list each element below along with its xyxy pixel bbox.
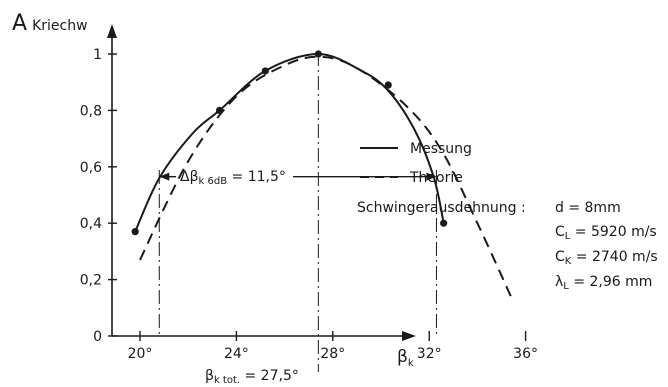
param-cl: CL = 5920 m/s bbox=[555, 224, 657, 242]
y-tick-label: 0 bbox=[93, 329, 102, 345]
x-axis-label: βk bbox=[397, 347, 414, 369]
data-point bbox=[261, 67, 269, 75]
x-tick-label: 24° bbox=[224, 346, 249, 362]
data-point bbox=[384, 81, 392, 89]
data-point bbox=[131, 228, 139, 236]
y-tick-label: 1 bbox=[93, 47, 102, 63]
legend: Messung Theorie bbox=[360, 141, 472, 186]
y-tick-label: 0,2 bbox=[80, 273, 102, 289]
y-tick-label: 0,8 bbox=[80, 103, 102, 119]
y-axis-label: A Kriechw bbox=[12, 11, 88, 36]
x-tick-label: 32° bbox=[417, 346, 442, 362]
legend-label-theorie: Theorie bbox=[409, 170, 463, 186]
x-ticks: 20° 24° 28° 32° 36° bbox=[128, 331, 538, 362]
width-arrowhead-left bbox=[159, 172, 170, 181]
width-annotation: Δβk 6dB = 11,5° bbox=[159, 169, 437, 187]
param-d: d = 8mm bbox=[555, 200, 621, 216]
y-ticks: 0 0,2 0,4 0,6 0,8 1 bbox=[80, 47, 117, 345]
legend-label-messung: Messung bbox=[410, 141, 472, 157]
width-annotation-label: Δβk 6dB = 11,5° bbox=[180, 169, 286, 187]
marker-layer bbox=[131, 50, 448, 236]
param-ck: CK = 2740 m/s bbox=[555, 249, 658, 267]
x-tick-label: 28° bbox=[320, 346, 345, 362]
param-lambda: λL = 2,96 mm bbox=[555, 274, 652, 292]
y-tick-label: 0,6 bbox=[80, 160, 102, 176]
x-tick-label: 36° bbox=[513, 346, 538, 362]
data-point bbox=[314, 50, 322, 58]
guide-lines bbox=[158, 52, 437, 372]
y-axis-arrow bbox=[107, 24, 117, 38]
data-point bbox=[440, 219, 448, 227]
x-tick-label: 20° bbox=[128, 346, 153, 362]
series-theorie bbox=[139, 55, 515, 303]
parameters: Schwingerausdehnung : d = 8mm CL = 5920 … bbox=[357, 200, 658, 292]
total-annotation-label: βk tot. = 27,5° bbox=[205, 368, 299, 386]
width-arrowhead-right bbox=[426, 172, 437, 181]
data-point bbox=[215, 106, 224, 114]
y-tick-label: 0,4 bbox=[80, 216, 102, 232]
params-title: Schwingerausdehnung : bbox=[357, 200, 526, 216]
x-axis-arrow bbox=[402, 331, 416, 341]
